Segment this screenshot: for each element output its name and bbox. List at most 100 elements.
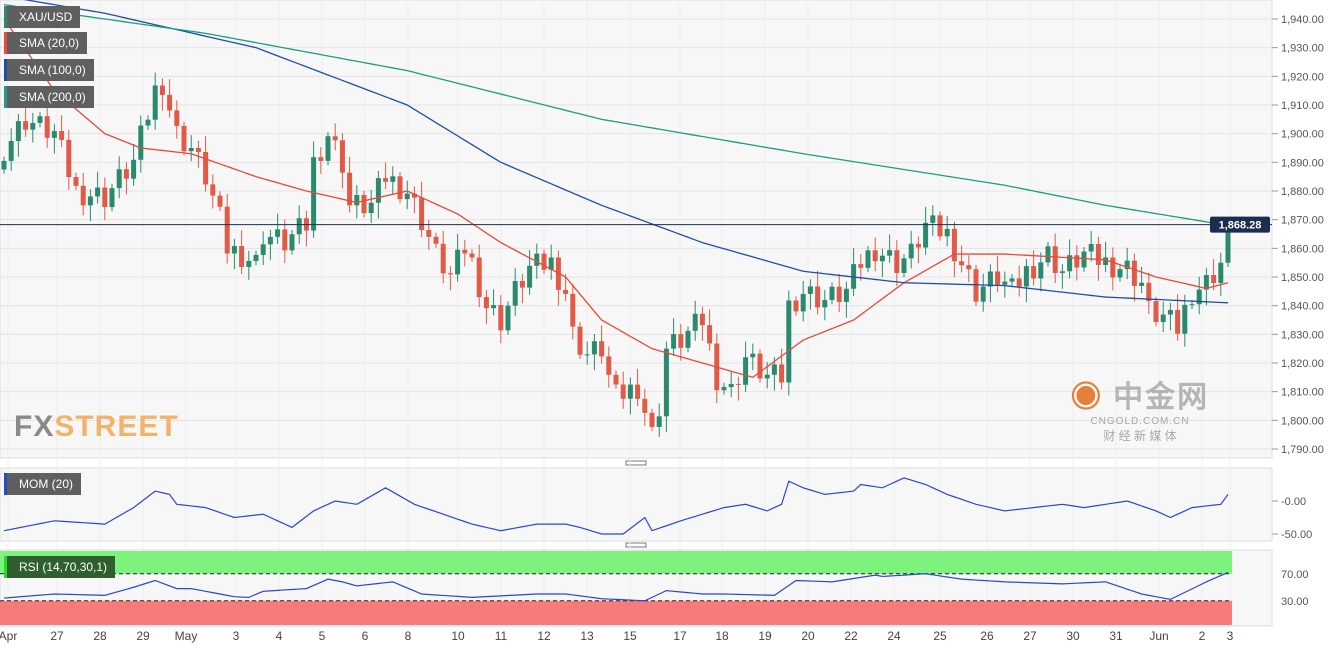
candle-body [469, 253, 475, 258]
candle-body [491, 305, 497, 309]
candle [786, 290, 792, 396]
candle-body [793, 300, 799, 312]
legend-symbol[interactable]: XAU/USD [4, 6, 81, 28]
x-tick-label: 27 [50, 629, 64, 643]
candle [109, 183, 115, 212]
resize-handle [625, 460, 647, 466]
x-tick-label: 25 [933, 629, 947, 643]
candle-body [239, 246, 245, 267]
candle-body [354, 195, 360, 206]
x-tick-label: 6 [362, 629, 369, 643]
candle-body [368, 202, 374, 214]
candle [462, 239, 468, 267]
candle [167, 79, 173, 118]
candle [361, 190, 367, 218]
candle [966, 255, 972, 283]
candle [829, 282, 835, 305]
x-tick-label: Jun [1149, 629, 1168, 643]
candle-body [779, 364, 785, 383]
candle [433, 232, 439, 249]
candle [635, 368, 641, 406]
legend-sma100[interactable]: SMA (100,0) [4, 59, 94, 81]
rsi-overbought-zone [0, 551, 1232, 574]
candle-body [73, 177, 79, 186]
candle [1009, 274, 1015, 286]
candle [973, 264, 979, 306]
candle-body [455, 249, 461, 275]
y-tick-label: 1,890.00 [1281, 157, 1324, 169]
candle [627, 377, 633, 415]
candle-body [995, 271, 1001, 285]
candle-body [519, 281, 525, 288]
candle [1175, 294, 1181, 341]
x-tick-label: 27 [1023, 629, 1037, 643]
candle [1038, 252, 1044, 292]
y-tick-label: 1,800.00 [1281, 415, 1324, 427]
candle [1117, 264, 1123, 282]
candle [181, 121, 187, 156]
candle-body [627, 384, 633, 399]
candle [368, 189, 374, 224]
candle-body [1031, 266, 1037, 279]
candle [23, 105, 29, 137]
candle-body [743, 357, 749, 385]
candle [930, 205, 936, 236]
candle [131, 143, 137, 186]
candle-body [613, 374, 619, 385]
x-tick-label: 8 [405, 629, 412, 643]
candle-body [591, 341, 597, 355]
candle [1124, 247, 1130, 280]
candle [843, 281, 849, 318]
x-tick-label: 26 [980, 629, 994, 643]
candle [1059, 264, 1065, 289]
candle-body [584, 354, 590, 356]
candle [908, 230, 914, 269]
candle-body [843, 288, 849, 302]
candle [836, 273, 842, 312]
candle [822, 289, 828, 321]
candle [1052, 233, 1058, 284]
candle-body [663, 348, 669, 417]
candle-body [44, 116, 50, 138]
y-tick-label: 1,920.00 [1281, 71, 1324, 83]
candle [1211, 259, 1217, 291]
candle [73, 172, 79, 191]
candle [707, 309, 713, 351]
legend-rsi[interactable]: RSI (14,70,30,1) [4, 556, 116, 578]
x-tick-label: 31 [1109, 629, 1123, 643]
cngold-watermark: ◉ 中金网 CNGOLD.COM.CN 财 经 新 媒 体 [1070, 381, 1210, 443]
mom-tick-label: -0.00 [1281, 496, 1306, 508]
y-tick-label: 1,870.00 [1281, 215, 1324, 227]
candle [354, 184, 360, 219]
x-tick-label: 18 [715, 629, 729, 643]
candle-body [217, 195, 223, 207]
candle [1167, 302, 1173, 331]
candle-body [1002, 281, 1008, 285]
candle [66, 129, 72, 190]
candle-body [966, 265, 972, 270]
candle-body [678, 334, 684, 348]
x-tick-label: Apr [0, 629, 17, 643]
legend-mom[interactable]: MOM (20) [4, 473, 81, 495]
candle [275, 213, 281, 245]
candle-body [1074, 255, 1080, 268]
candle-body [1189, 304, 1195, 306]
candle-body [167, 94, 173, 111]
candle [476, 244, 482, 308]
candle [217, 191, 223, 212]
x-tick-label: 19 [758, 629, 772, 643]
legend-sma200[interactable]: SMA (200,0) [4, 86, 94, 108]
x-tick-label: 28 [93, 629, 107, 643]
candle [15, 113, 21, 157]
candle-body [282, 229, 288, 251]
candle [1016, 265, 1022, 297]
candle [757, 349, 763, 383]
candle-body [959, 261, 965, 266]
legend-sma20[interactable]: SMA (20,0) [4, 32, 88, 54]
candle [728, 371, 734, 398]
candle-body [15, 121, 21, 142]
candle-body [447, 273, 453, 275]
x-tick-label: 2 [1199, 629, 1206, 643]
candle [671, 318, 677, 356]
